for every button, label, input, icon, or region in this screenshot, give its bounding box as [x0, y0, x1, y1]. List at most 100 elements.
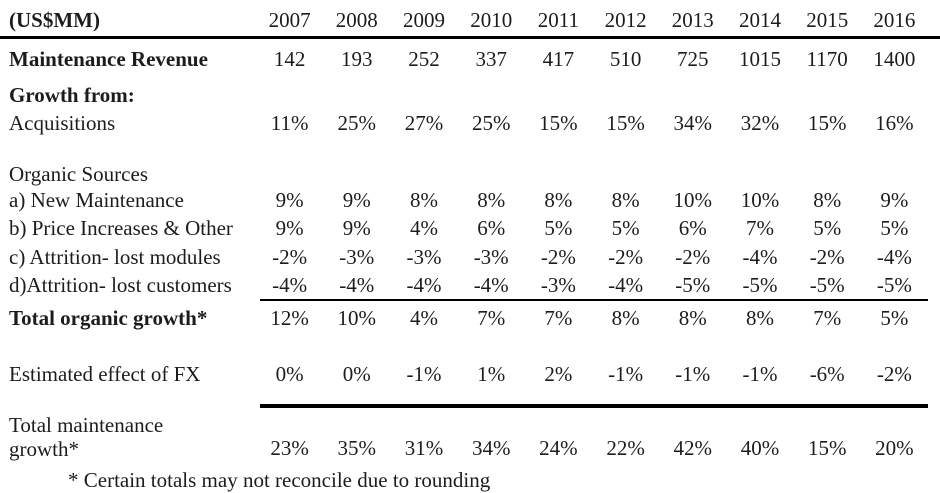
value-cell: 22% — [606, 436, 645, 460]
table-header-row: (US$MM) 2007 2008 2009 2010 2011 2012 2013 2014… — [0, 5, 940, 39]
blank-row — [0, 137, 940, 161]
value-cell: -3% — [473, 245, 509, 269]
table-row-total-organic-growth: Total organic growth* 12% 10% 4% 7% 7% 8% 8% 8%… — [0, 301, 940, 332]
row-label: Maintenance Revenue — [9, 47, 208, 71]
value-cell: 9% — [275, 216, 304, 240]
value-cell: -5% — [742, 273, 778, 297]
table-row-attrition-modules: c) Attrition- lost modules -2% -3% -3% -3% -… — [0, 243, 940, 272]
table-row-new-maintenance: a) New Maintenance 9% 9% 8% 8% 8% 8% 10% 10% 8% 9… — [0, 187, 940, 214]
value-cell: 15% — [606, 111, 645, 135]
unit-header: (US$MM) — [9, 8, 100, 32]
value-cell: 16% — [875, 111, 914, 135]
value-cell: 7% — [544, 306, 573, 330]
value-cell: 8% — [477, 188, 506, 212]
value-cell: 25% — [471, 111, 511, 135]
year-column-header: 2014 — [738, 8, 781, 32]
value-cell: 5% — [880, 306, 909, 330]
value-cell: 4% — [409, 306, 438, 330]
subtotal-rule-line — [260, 299, 928, 301]
table-row-total-maintenance-growth: Total maintenance growth* 23% 35% 31% 34% 24… — [0, 408, 940, 461]
value-cell: 11% — [270, 111, 309, 135]
row-label: Acquisitions — [9, 111, 116, 135]
value-cell: 27% — [404, 111, 444, 135]
row-label: Organic Sources — [9, 162, 148, 186]
value-cell: 2% — [544, 362, 573, 386]
value-cell: 24% — [539, 436, 578, 460]
value-cell: 34% — [471, 436, 511, 460]
value-cell: -2% — [675, 245, 711, 269]
value-cell: -4% — [742, 245, 778, 269]
value-cell: 10% — [673, 188, 713, 212]
row-label: a) New Maintenance — [9, 188, 184, 212]
value-cell: -4% — [608, 273, 644, 297]
value-cell: 7% — [813, 306, 842, 330]
table-row-growth-from: Growth from: — [0, 73, 940, 109]
value-cell: 8% — [611, 306, 640, 330]
value-cell: 0% — [275, 362, 304, 386]
value-cell: 12% — [270, 306, 309, 330]
value-cell: 337 — [475, 47, 507, 71]
value-cell: 8% — [678, 306, 707, 330]
value-cell: -5% — [876, 273, 912, 297]
table-row-maintenance-revenue: Maintenance Revenue 142 193 252 337 417 510 72… — [0, 39, 940, 73]
value-cell: -3% — [540, 273, 576, 297]
value-cell: 4% — [409, 216, 438, 240]
value-cell: 15% — [807, 111, 847, 135]
value-cell: 5% — [611, 216, 640, 240]
value-cell: 193 — [341, 47, 373, 71]
value-cell: 32% — [740, 111, 780, 135]
value-cell: -4% — [876, 245, 912, 269]
row-label: Total maintenance growth* — [0, 413, 256, 461]
row-label: c) Attrition- lost modules — [9, 245, 221, 269]
value-cell: 417 — [542, 47, 575, 71]
value-cell: -4% — [406, 273, 442, 297]
value-cell: 5% — [813, 216, 842, 240]
year-column-header: 2008 — [335, 8, 378, 32]
year-column-header: 2011 — [537, 8, 579, 32]
year-column-header: 2015 — [806, 8, 849, 32]
blank-row — [0, 332, 940, 360]
value-cell: 5% — [544, 216, 573, 240]
value-cell: -3% — [339, 245, 375, 269]
footnote: * Certain totals may not reconcile due t… — [68, 468, 491, 492]
value-cell: 8% — [813, 188, 842, 212]
value-cell: 1400 — [873, 47, 916, 71]
value-cell: 20% — [875, 436, 914, 460]
value-cell: -5% — [675, 273, 711, 297]
value-cell: 6% — [477, 216, 506, 240]
row-label-line2: growth* — [9, 437, 79, 461]
value-cell: 35% — [337, 436, 377, 460]
table-row-price-increases: b) Price Increases & Other 9% 9% 4% 6% 5% 5% 6… — [0, 214, 940, 243]
value-cell: 10% — [740, 188, 780, 212]
value-cell: 15% — [539, 111, 578, 135]
value-cell: 725 — [677, 47, 709, 71]
value-cell: 0% — [342, 362, 371, 386]
value-cell: 9% — [880, 188, 909, 212]
value-cell: 9% — [342, 188, 371, 212]
value-cell: 42% — [673, 436, 713, 460]
value-cell: 9% — [342, 216, 371, 240]
value-cell: 15% — [807, 436, 847, 460]
value-cell: -2% — [608, 245, 644, 269]
value-cell: 8% — [611, 188, 640, 212]
value-cell: 142 — [273, 47, 306, 71]
value-cell: 8% — [544, 188, 573, 212]
value-cell: -2% — [272, 245, 308, 269]
value-cell: 510 — [609, 47, 642, 71]
value-cell: 7% — [477, 306, 506, 330]
year-column-header: 2013 — [671, 8, 714, 32]
value-cell: 252 — [408, 47, 440, 71]
value-cell: 25% — [337, 111, 377, 135]
table-row-fx-effect: Estimated effect of FX 0% 0% -1% 1% 2% -1% -1%… — [0, 360, 940, 388]
value-cell: 7% — [745, 216, 774, 240]
year-column-header: 2009 — [402, 8, 445, 32]
value-cell: -1% — [675, 362, 711, 386]
row-label: Growth from: — [9, 83, 135, 107]
value-cell: 40% — [740, 436, 780, 460]
value-cell: -4% — [473, 273, 509, 297]
year-column-header: 2016 — [873, 8, 916, 32]
year-column-header: 2010 — [470, 8, 513, 32]
value-cell: -2% — [540, 245, 576, 269]
value-cell: -6% — [809, 362, 845, 386]
